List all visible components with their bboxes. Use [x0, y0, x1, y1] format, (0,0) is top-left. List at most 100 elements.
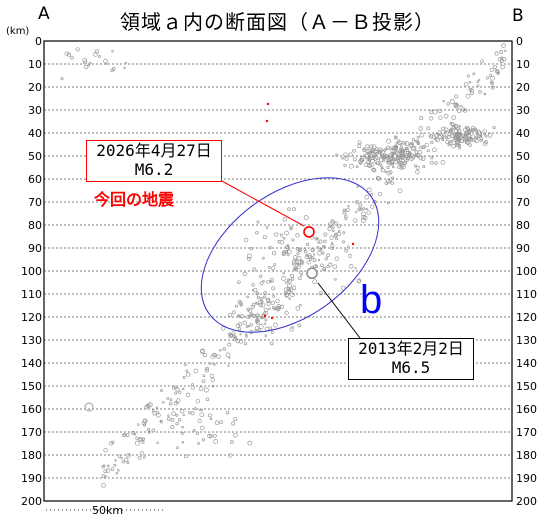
- past-event-marker: [275, 306, 281, 312]
- past-event-marker: [437, 130, 443, 135]
- past-event-marker: [283, 291, 288, 296]
- past-event-marker: [273, 322, 278, 328]
- past-event-marker: [137, 455, 142, 460]
- past-event-marker: [260, 302, 266, 308]
- tick-label-right-160: 160: [516, 403, 537, 416]
- region-label-b: b: [360, 278, 383, 322]
- past-event-marker: [362, 154, 366, 158]
- past-event-marker: [98, 55, 101, 58]
- past-event-marker: [431, 134, 437, 139]
- past-event-marker: [467, 129, 472, 134]
- past-event-marker: [347, 204, 350, 208]
- past-event-marker: [299, 261, 304, 266]
- past-event-marker: [449, 140, 453, 144]
- past-event-marker: [263, 308, 269, 313]
- past-event-marker: [268, 307, 271, 310]
- past-event-marker: [398, 148, 402, 151]
- past-event-marker: [356, 278, 362, 284]
- past-event-marker: [242, 320, 247, 325]
- past-event-marker: [228, 332, 232, 337]
- past-event-marker: [287, 207, 291, 211]
- past-event-marker: [337, 224, 342, 229]
- past-event-marker: [256, 220, 260, 224]
- tick-label-left-100: 100: [21, 265, 42, 278]
- past-event-marker: [405, 148, 409, 152]
- past-event-marker: [288, 297, 291, 300]
- past-event-marker: [120, 456, 123, 460]
- past-event-marker: [463, 133, 468, 138]
- past-event-marker: [443, 127, 449, 133]
- past-event-marker: [199, 425, 205, 431]
- past-event-marker: [237, 314, 240, 317]
- past-event-marker: [185, 372, 191, 377]
- past-event-marker: [438, 109, 442, 113]
- past-event-marker: [333, 221, 338, 226]
- tick-label-right-30: 30: [516, 104, 530, 117]
- past-event-marker: [343, 152, 348, 157]
- past-event-marker: [484, 134, 488, 138]
- past-event-marker: [260, 297, 263, 300]
- past-event-marker: [205, 366, 209, 371]
- tick-label-left-80: 80: [28, 219, 42, 232]
- past-event-marker: [448, 140, 453, 146]
- past-event-marker: [330, 241, 334, 245]
- past-event-marker: [106, 464, 110, 468]
- past-event-marker: [408, 155, 411, 158]
- past-event-marker: [375, 176, 380, 181]
- past-event-marker: [318, 239, 323, 244]
- past-event-marker: [249, 322, 253, 327]
- past-event-marker: [209, 417, 213, 421]
- tick-label-left-0: 0: [35, 35, 42, 48]
- past-event-marker: [372, 154, 376, 159]
- past-event-marker: [114, 459, 117, 462]
- past-event-marker: [468, 143, 472, 147]
- past-event-marker: [318, 291, 323, 296]
- past-event-marker: [405, 158, 409, 162]
- past-event-marker: [256, 314, 260, 318]
- past-event-marker: [415, 169, 420, 175]
- past-event-marker: [167, 414, 170, 417]
- past-event-marker: [479, 134, 483, 138]
- past-event-marker: [340, 285, 346, 291]
- past-event-marker: [271, 286, 276, 291]
- past-event-marker: [438, 115, 443, 120]
- past-event-marker: [180, 409, 185, 414]
- past-event-marker: [180, 431, 185, 435]
- past-event-marker: [497, 71, 500, 75]
- past-event-marker: [175, 421, 179, 426]
- past-event-marker: [255, 313, 260, 319]
- past-event-marker: [367, 155, 371, 159]
- past-event-marker: [255, 291, 260, 296]
- past-event-marker: [387, 153, 392, 158]
- past-event-marker: [465, 93, 471, 99]
- past-event-marker: [321, 251, 325, 255]
- past-event-marker: [451, 143, 456, 149]
- past-event-marker: [251, 288, 255, 292]
- past-event-marker: [450, 133, 455, 138]
- past-event-marker: [183, 362, 187, 366]
- past-event-marker: [456, 143, 461, 147]
- past-event-marker: [386, 166, 390, 170]
- past-event-marker: [182, 376, 186, 379]
- past-event-marker: [411, 155, 416, 160]
- past-event-marker: [348, 163, 354, 169]
- past-event-marker: [402, 162, 406, 166]
- past-event-marker: [413, 164, 417, 168]
- past-event-marker: [200, 348, 205, 354]
- past-event-marker: [366, 187, 372, 193]
- callout-2026-magnitude: M6.2: [134, 160, 174, 179]
- past-event-marker: [290, 292, 295, 298]
- past-event-marker: [474, 138, 479, 143]
- past-event-marker: [161, 400, 165, 404]
- tick-label-left-150: 150: [21, 380, 42, 393]
- past-event-marker: [250, 313, 255, 318]
- past-event-marker: [482, 141, 488, 147]
- past-event-marker: [355, 199, 360, 205]
- past-event-marker: [117, 454, 122, 459]
- past-event-marker: [341, 240, 345, 244]
- past-event-marker: [262, 280, 265, 283]
- past-event-marker: [237, 299, 242, 304]
- past-event-marker: [105, 62, 108, 66]
